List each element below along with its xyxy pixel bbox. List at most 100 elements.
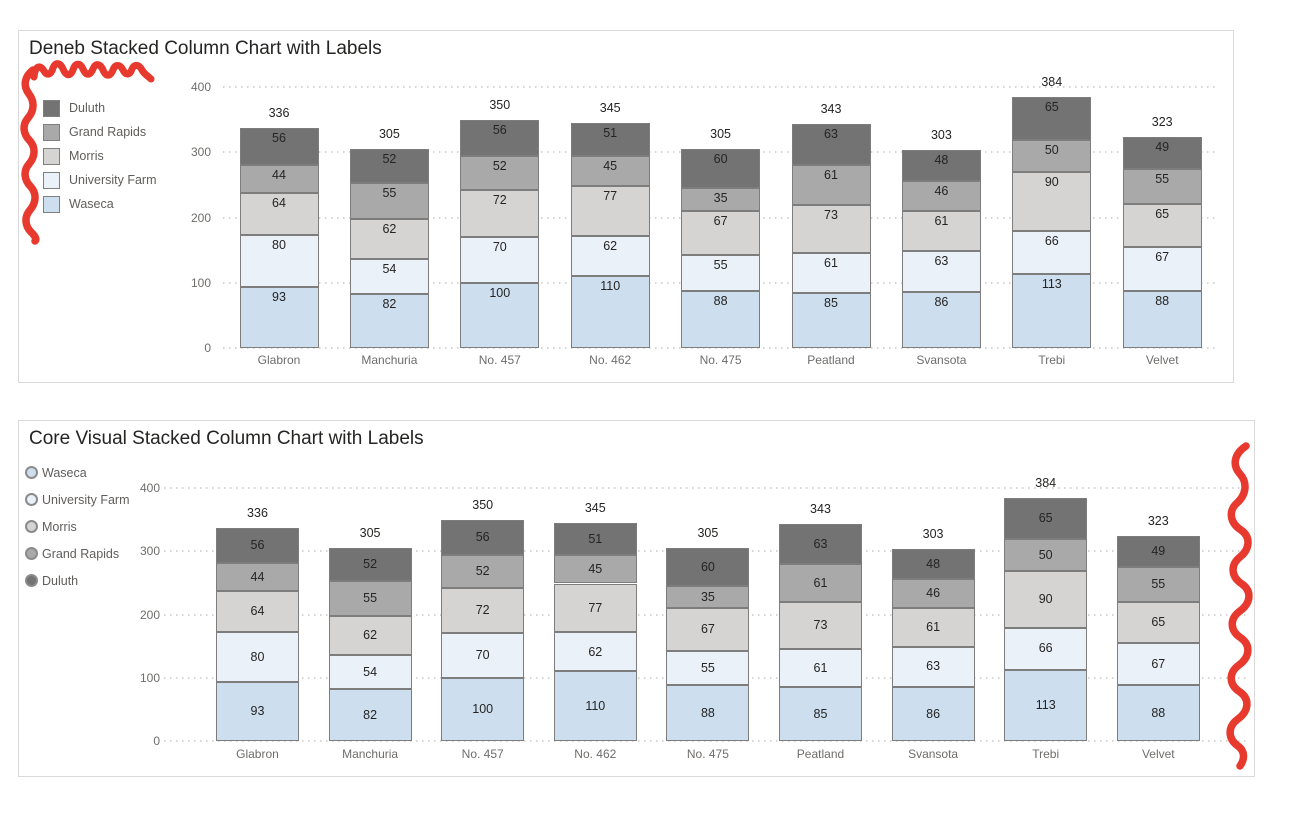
bar-segment[interactable]: 51 bbox=[553, 522, 637, 556]
bar-segment[interactable]: 54 bbox=[328, 654, 412, 690]
bar-segment[interactable]: 85 bbox=[779, 687, 862, 741]
bar-segment[interactable]: 90 bbox=[1004, 570, 1088, 628]
bar-segment[interactable]: 55 bbox=[1122, 168, 1202, 205]
bar-segment[interactable]: 62 bbox=[553, 632, 637, 672]
bar-segment[interactable]: 93 bbox=[239, 287, 319, 348]
legend-item-duluth[interactable]: Duluth bbox=[25, 567, 130, 594]
bar-segment[interactable]: 82 bbox=[328, 689, 412, 741]
bar-segment[interactable]: 66 bbox=[1012, 231, 1092, 275]
bar-segment[interactable]: 70 bbox=[460, 237, 540, 283]
bar-segment[interactable]: 86 bbox=[891, 686, 975, 741]
legend-item-grand-rapids[interactable]: Grand Rapids bbox=[25, 540, 130, 567]
bar-segment[interactable]: 65 bbox=[1116, 601, 1200, 643]
bar-segment[interactable]: 61 bbox=[779, 563, 862, 603]
bar-segment[interactable]: 85 bbox=[791, 292, 871, 348]
bar-segment[interactable]: 80 bbox=[239, 235, 319, 288]
bar-segment[interactable]: 56 bbox=[441, 519, 525, 556]
bar-segment[interactable]: 60 bbox=[681, 148, 761, 189]
bar-segment[interactable]: 61 bbox=[901, 210, 981, 251]
bar-segment[interactable]: 88 bbox=[681, 290, 761, 348]
bar-segment[interactable]: 73 bbox=[791, 205, 871, 253]
bar-segment[interactable]: 62 bbox=[570, 235, 650, 277]
bar-segment[interactable]: 61 bbox=[791, 252, 871, 293]
bar-segment[interactable]: 63 bbox=[901, 250, 981, 292]
bar-segment[interactable]: 113 bbox=[1012, 274, 1092, 348]
bar-segment[interactable]: 65 bbox=[1122, 204, 1202, 247]
legend-item-waseca[interactable]: Waseca bbox=[43, 192, 157, 216]
bar-segment[interactable]: 67 bbox=[1122, 246, 1202, 291]
bar-segment[interactable]: 62 bbox=[328, 615, 412, 655]
legend-item-morris[interactable]: Morris bbox=[25, 513, 130, 540]
bar-segment[interactable]: 113 bbox=[1004, 669, 1088, 741]
bar-segment[interactable]: 56 bbox=[239, 128, 319, 165]
bar-segment[interactable]: 67 bbox=[666, 608, 750, 651]
bar-segment[interactable]: 50 bbox=[1012, 139, 1092, 173]
bar-segment[interactable]: 100 bbox=[441, 677, 525, 741]
bar-segment[interactable]: 49 bbox=[1122, 136, 1202, 169]
bar-segment[interactable]: 93 bbox=[216, 682, 299, 741]
bar-segment[interactable]: 46 bbox=[891, 579, 975, 609]
bar-segment[interactable]: 63 bbox=[779, 524, 862, 564]
bar-segment[interactable]: 48 bbox=[891, 548, 975, 580]
bar-segment[interactable]: 88 bbox=[666, 685, 750, 741]
bar-segment[interactable]: 64 bbox=[216, 591, 299, 632]
bar-segment[interactable]: 65 bbox=[1004, 498, 1088, 540]
bar-segment[interactable]: 44 bbox=[239, 164, 319, 194]
bar-segment[interactable]: 52 bbox=[441, 555, 525, 588]
bar-segment[interactable]: 46 bbox=[901, 180, 981, 211]
bar-segment[interactable]: 56 bbox=[460, 119, 540, 157]
bar-segment[interactable]: 55 bbox=[681, 254, 761, 291]
bar-segment[interactable]: 90 bbox=[1012, 172, 1092, 232]
bar-segment[interactable]: 55 bbox=[1116, 567, 1200, 602]
bar-segment[interactable]: 54 bbox=[349, 259, 429, 295]
bar-segment[interactable]: 67 bbox=[1116, 642, 1200, 686]
legend-item-duluth[interactable]: Duluth bbox=[43, 96, 157, 120]
bar-segment[interactable]: 70 bbox=[441, 633, 525, 678]
bar-segment[interactable]: 82 bbox=[349, 294, 429, 348]
bar-segment[interactable]: 52 bbox=[460, 156, 540, 191]
bar-segment[interactable]: 77 bbox=[570, 185, 650, 236]
bar-segment[interactable]: 63 bbox=[891, 646, 975, 687]
bar-segment[interactable]: 100 bbox=[460, 282, 540, 348]
bar-segment[interactable]: 88 bbox=[1122, 290, 1202, 348]
bar-segment[interactable]: 55 bbox=[328, 580, 412, 616]
bar-segment[interactable]: 50 bbox=[1004, 539, 1088, 571]
bar-segment[interactable]: 72 bbox=[441, 587, 525, 634]
legend-item-morris[interactable]: Morris bbox=[43, 144, 157, 168]
bar-segment[interactable]: 66 bbox=[1004, 627, 1088, 670]
bar-segment[interactable]: 61 bbox=[891, 608, 975, 647]
legend-item-waseca[interactable]: Waseca bbox=[25, 459, 130, 486]
bar-segment[interactable]: 77 bbox=[553, 583, 637, 633]
bar-segment[interactable]: 48 bbox=[901, 149, 981, 181]
bar-segment[interactable]: 73 bbox=[779, 602, 862, 649]
bar-segment[interactable]: 44 bbox=[216, 563, 299, 592]
bar-segment[interactable]: 80 bbox=[216, 631, 299, 683]
bar-segment[interactable]: 65 bbox=[1012, 97, 1092, 140]
bar-segment[interactable]: 49 bbox=[1116, 536, 1200, 568]
bar-segment[interactable]: 61 bbox=[791, 165, 871, 206]
bar-segment[interactable]: 72 bbox=[460, 190, 540, 238]
bar-segment[interactable]: 110 bbox=[570, 276, 650, 348]
bar-segment[interactable]: 86 bbox=[901, 291, 981, 348]
bar-segment[interactable]: 55 bbox=[349, 182, 429, 219]
bar-segment[interactable]: 55 bbox=[666, 650, 750, 686]
bar-segment[interactable]: 64 bbox=[239, 193, 319, 236]
bar-segment[interactable]: 67 bbox=[681, 210, 761, 255]
bar-segment[interactable]: 63 bbox=[791, 124, 871, 166]
bar-segment[interactable]: 35 bbox=[681, 188, 761, 211]
bar-segment[interactable]: 110 bbox=[553, 671, 637, 741]
legend-item-university-farm[interactable]: University Farm bbox=[25, 486, 130, 513]
legend-item-university-farm[interactable]: University Farm bbox=[43, 168, 157, 192]
bar-segment[interactable]: 51 bbox=[570, 122, 650, 157]
bar-segment[interactable]: 62 bbox=[349, 218, 429, 260]
bar-segment[interactable]: 52 bbox=[328, 548, 412, 581]
bar-segment[interactable]: 35 bbox=[666, 586, 750, 609]
bar-segment[interactable]: 52 bbox=[349, 148, 429, 183]
bar-segment[interactable]: 56 bbox=[216, 527, 299, 564]
bar-segment[interactable]: 45 bbox=[570, 156, 650, 186]
legend-item-grand-rapids[interactable]: Grand Rapids bbox=[43, 120, 157, 144]
bar-segment[interactable]: 61 bbox=[779, 648, 862, 688]
bar-segment[interactable]: 60 bbox=[666, 548, 750, 587]
bar-segment[interactable]: 88 bbox=[1116, 685, 1200, 741]
bar-segment[interactable]: 45 bbox=[553, 555, 637, 584]
